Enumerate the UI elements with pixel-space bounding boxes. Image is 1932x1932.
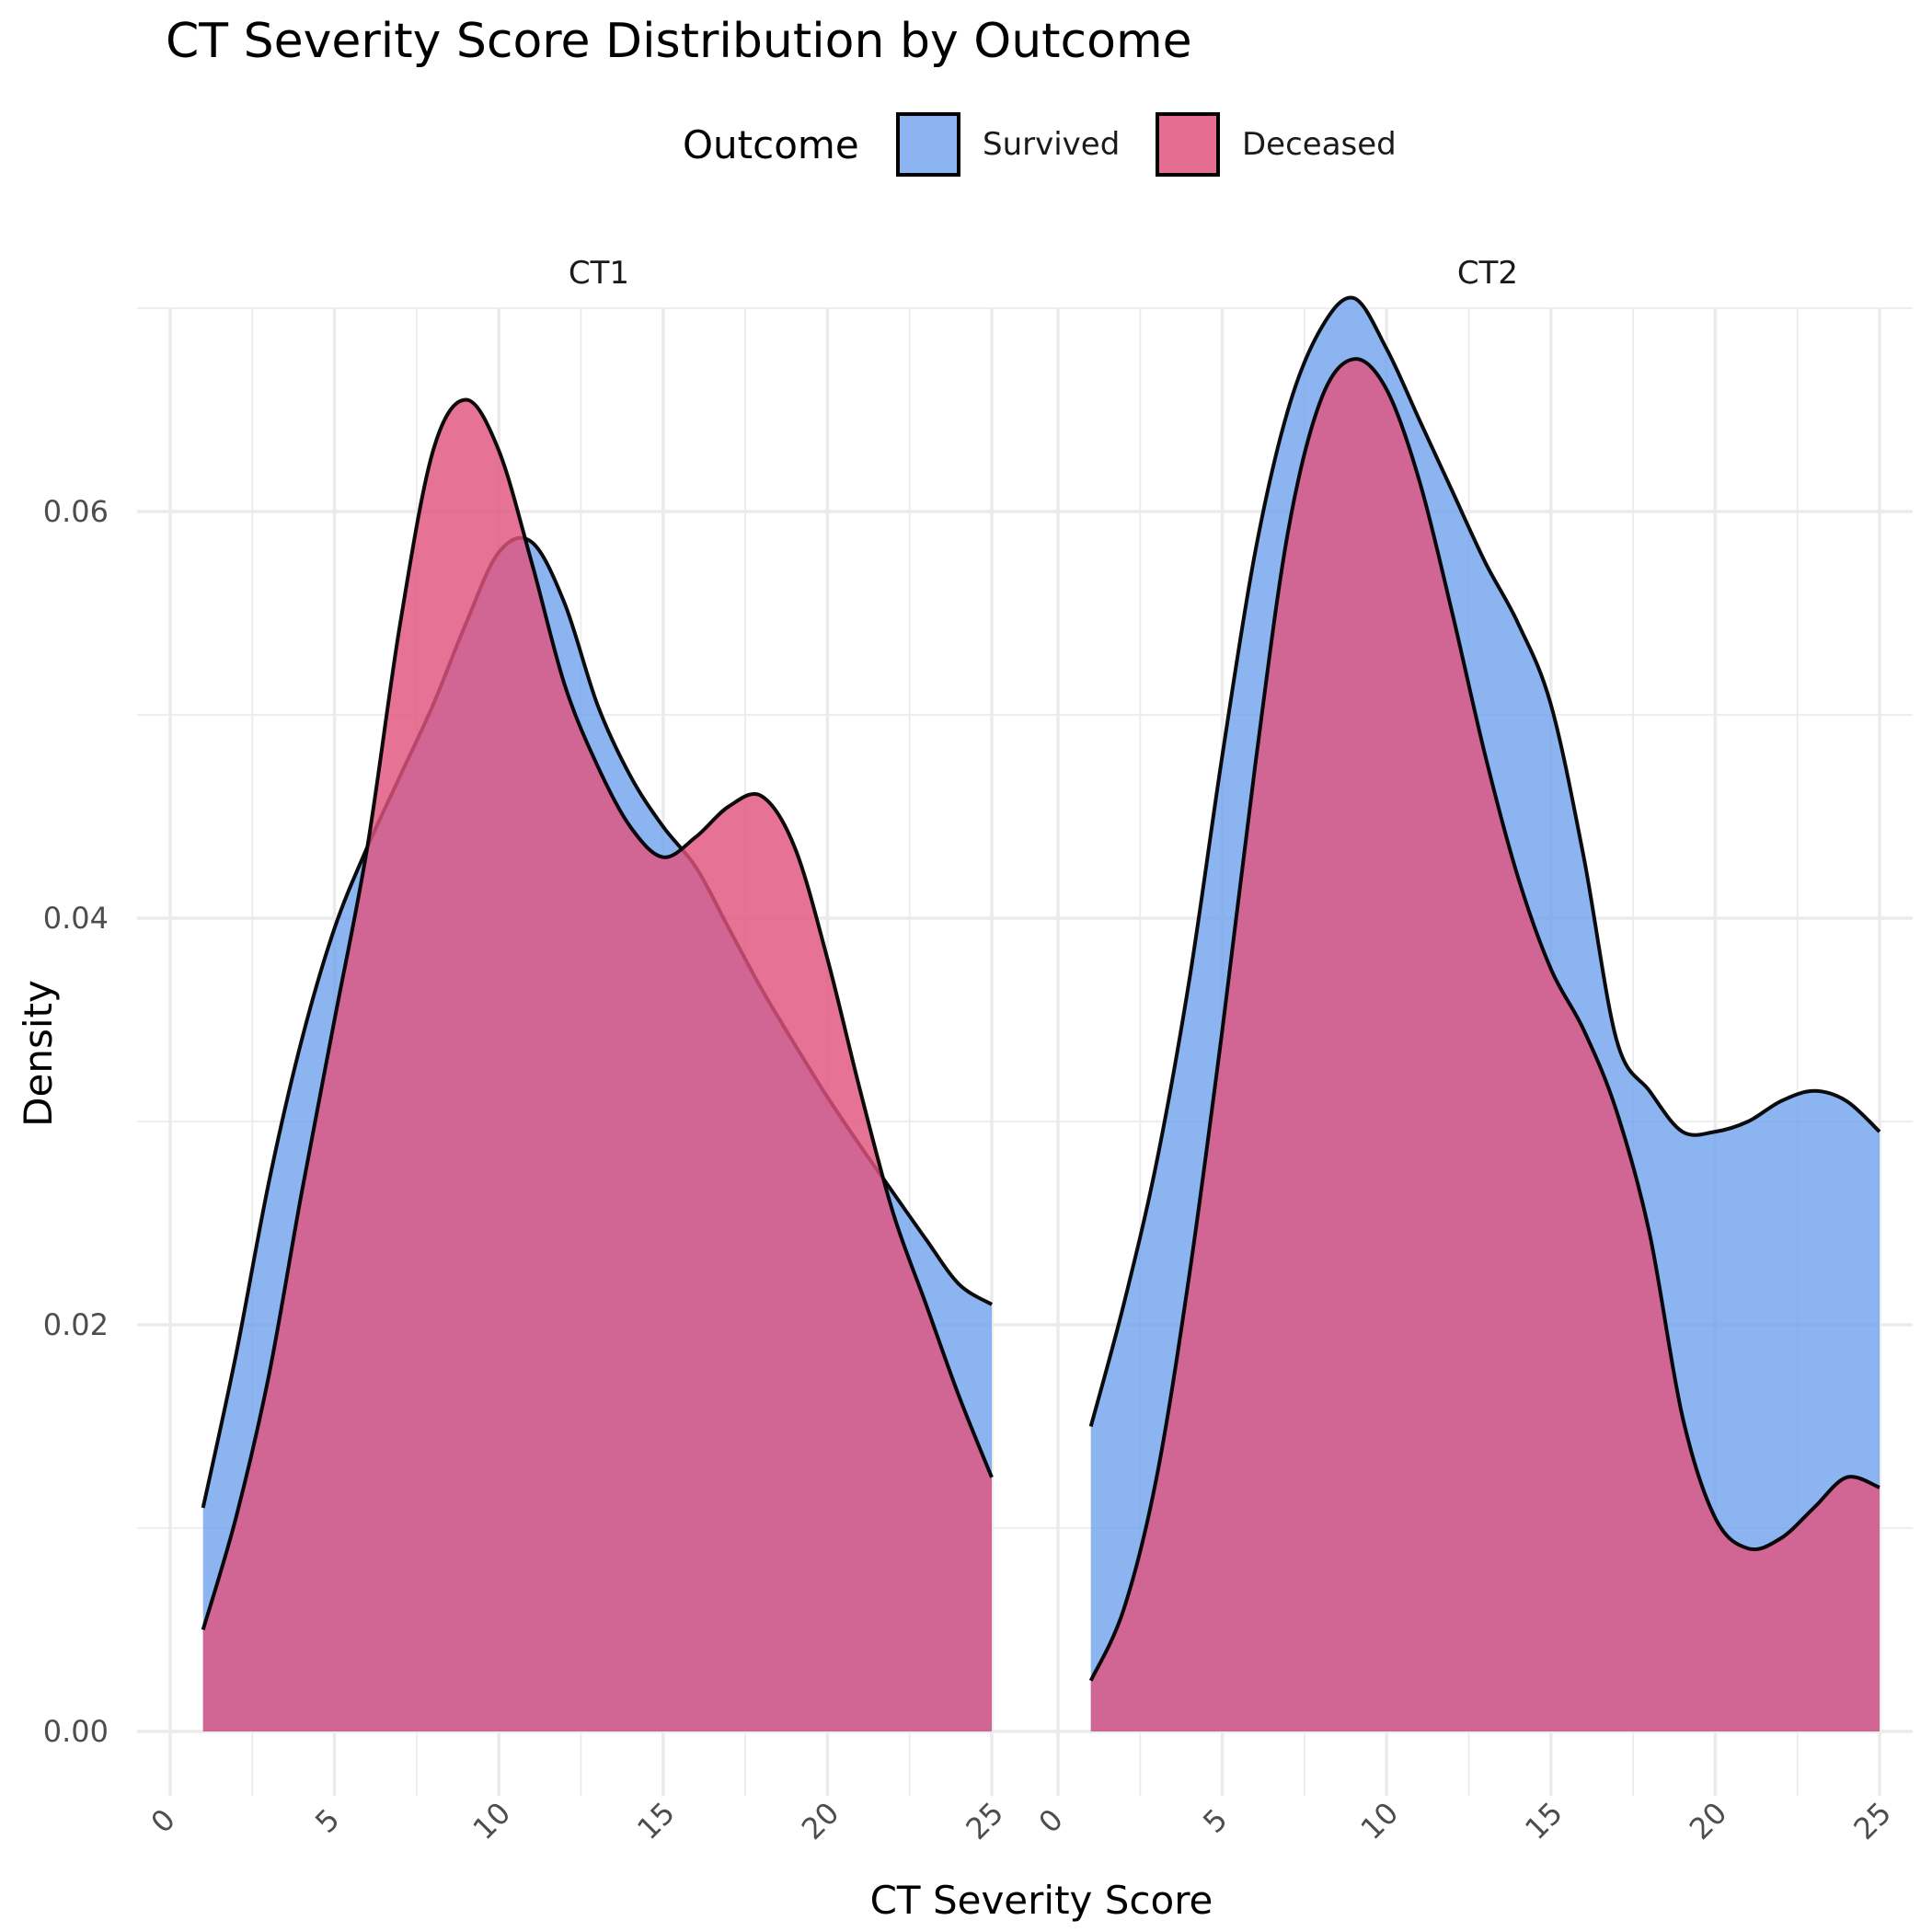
- panel-ct1: [137, 307, 1025, 1796]
- legend-title: Outcome: [683, 122, 859, 167]
- density-line-survived: [1088, 295, 1881, 1428]
- y-tick-label: 0.02: [43, 1307, 109, 1342]
- x-axis-ticks-ct1: 0 5 10 15 20 25: [144, 1795, 1010, 1846]
- x-tick-label: 15: [630, 1795, 682, 1846]
- x-tick-label: 25: [1846, 1795, 1898, 1846]
- x-tick-label: 25: [959, 1795, 1010, 1846]
- density-area-deceased: [1090, 359, 1880, 1732]
- density-area-deceased: [202, 399, 992, 1731]
- x-tick-label: 15: [1518, 1795, 1570, 1846]
- y-tick-label: 0.06: [43, 494, 109, 529]
- legend: Outcome Survived Deceased: [683, 112, 1397, 177]
- y-axis-label: Density: [16, 980, 61, 1127]
- legend-label-survived: Survived: [983, 126, 1120, 163]
- legend-swatch-deceased: [1156, 112, 1220, 177]
- density-line-deceased: [1088, 357, 1880, 1682]
- panel-label-ct2: CT2: [1457, 255, 1518, 292]
- x-axis-ticks-ct2: 0 5 10 15 20 25: [1032, 1795, 1898, 1846]
- density-line-deceased: [201, 397, 994, 1631]
- legend-label-deceased: Deceased: [1242, 126, 1397, 163]
- x-tick-label: 5: [308, 1802, 346, 1840]
- legend-swatch-survived: [896, 112, 960, 177]
- x-tick-label: 0: [1032, 1802, 1070, 1840]
- x-tick-label: 0: [144, 1802, 182, 1840]
- chart-title: CT Severity Score Distribution by Outcom…: [166, 14, 1192, 69]
- x-axis-label: CT Severity Score: [870, 1878, 1213, 1923]
- y-tick-label: 0.04: [43, 901, 109, 936]
- x-tick-label: 20: [1683, 1795, 1734, 1846]
- x-tick-label: 5: [1196, 1802, 1234, 1840]
- x-tick-label: 10: [1354, 1795, 1406, 1846]
- x-tick-label: 10: [466, 1795, 518, 1846]
- y-tick-label: 0.00: [43, 1714, 109, 1749]
- panel-label-ct1: CT1: [569, 255, 629, 292]
- y-axis-ticks: 0.00 0.02 0.04 0.06: [43, 494, 109, 1749]
- panel-ct2: [1025, 295, 1913, 1796]
- x-tick-label: 20: [795, 1795, 846, 1846]
